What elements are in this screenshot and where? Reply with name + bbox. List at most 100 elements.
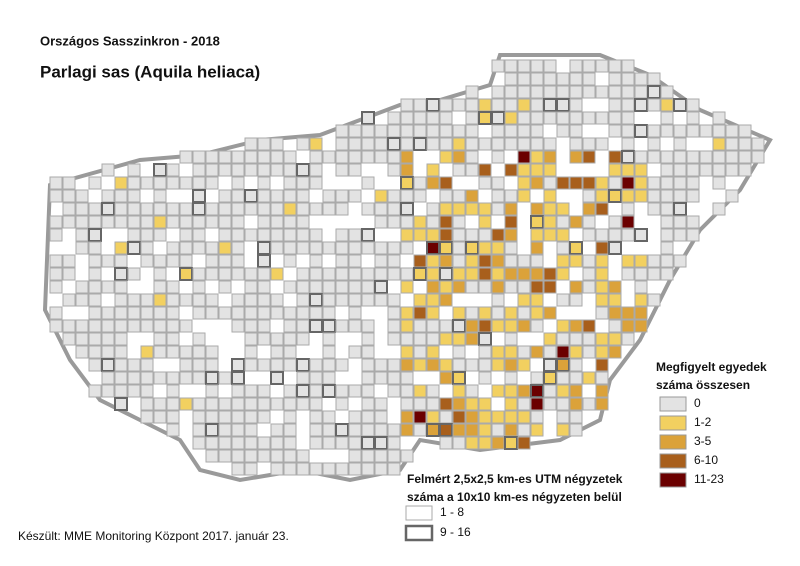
grid-cell [205,384,219,398]
grid-cell [361,397,375,411]
grid-cell [114,280,128,294]
grid-cell [530,423,544,437]
grid-cell [686,111,700,125]
grid-cell [322,267,336,281]
grid-cell [62,176,76,190]
grid-cell [322,202,336,216]
grid-cell [504,137,518,151]
grid-cell [439,137,453,151]
footer: Készült: MME Monitoring Központ 2017. ja… [18,529,289,543]
grid-cell [387,371,401,385]
grid-cell [439,189,453,203]
grid-cell [673,124,687,138]
grid-cell [491,436,505,450]
grid-cell [218,449,232,463]
grid-cell [738,124,752,138]
grid-cell [504,306,518,320]
grid-cell [595,384,609,398]
grid-cell [504,215,518,229]
grid-cell [439,423,453,437]
grid-cell [283,384,297,398]
grid-cell [751,137,765,151]
grid-cell [244,319,258,333]
grid-cell [452,189,466,203]
grid-cell [504,423,518,437]
grid-cell [348,436,362,450]
grid-cell [231,189,245,203]
grid-cell [348,293,362,307]
grid-cell [218,306,232,320]
grid-cell [634,176,648,190]
grid-cell [608,59,622,73]
grid-cell [361,345,375,359]
grid-cell [491,345,505,359]
grid-cell [49,215,63,229]
grid-cell [231,397,245,411]
grid-cell [530,384,544,398]
grid-cell [491,254,505,268]
grid-cell [322,280,336,294]
grid-cell [348,124,362,138]
grid-cell [309,202,323,216]
grid-cell [166,176,180,190]
grid-cell [439,280,453,294]
grid-cell [335,137,349,151]
grid-cell [127,306,141,320]
grid-cell [387,306,401,320]
grid-cell [595,189,609,203]
grid-cell [673,228,687,242]
grid-cell [296,449,310,463]
grid-cell [192,436,206,450]
grid-cell [205,267,219,281]
grid-cell [192,215,206,229]
grid-cell [231,150,245,164]
grid-cell [582,228,596,242]
grid-cell [582,280,596,294]
grid-cell [465,306,479,320]
grid-cell [166,202,180,216]
grid-cell [348,384,362,398]
grid-cell [439,150,453,164]
grid-cell [647,85,661,99]
grid-cell [205,345,219,359]
grid-cell [452,371,466,385]
grid-cell [166,332,180,346]
grid-cell [530,371,544,385]
grid-cell [179,319,193,333]
grid-cell [153,189,167,203]
grid-cell [257,306,271,320]
grid-cell [348,280,362,294]
grid-cell [88,202,102,216]
grid-cell [452,150,466,164]
grid-cell [647,189,661,203]
grid-cell [335,280,349,294]
grid-cell [712,176,726,190]
grid-cell [673,150,687,164]
grid-cell [582,345,596,359]
grid-cell [504,163,518,177]
grid-cell [569,98,583,112]
grid-cell [140,306,154,320]
grid-cell [621,176,635,190]
grid-cell [543,306,557,320]
legend-label: 1-2 [694,415,712,429]
grid-cell [426,293,440,307]
grid-cell [595,59,609,73]
grid-cell [179,202,193,216]
grid-cell [257,137,271,151]
grid-cell [257,189,271,203]
grid-cell [309,267,323,281]
grid-cell [478,306,492,320]
grid-cell [413,111,427,125]
grid-cell [374,397,388,411]
grid-cell [660,98,674,112]
grid-cell [374,371,388,385]
grid-cell [127,358,141,372]
grid-cell [504,72,518,86]
grid-cell [634,189,648,203]
grid-cell [478,111,492,125]
grid-cell [283,449,297,463]
grid-cell [686,163,700,177]
grid-cell [413,137,427,151]
grid-cell [114,267,128,281]
